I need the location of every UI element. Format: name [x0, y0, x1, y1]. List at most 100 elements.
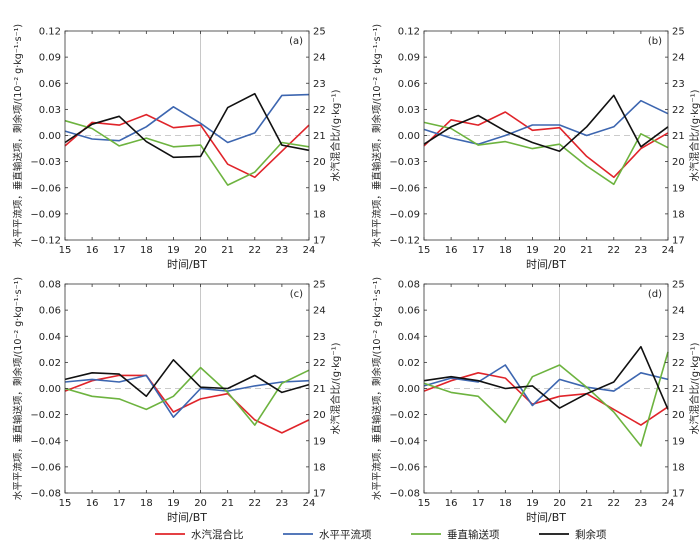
x-tick-label: 16: [445, 245, 458, 256]
x-tick-label: 22: [248, 498, 261, 509]
y-right-tick-label: 20: [672, 410, 685, 421]
series-line-horizontal: [423, 364, 669, 407]
y-left-tick-label: 0.08: [398, 280, 420, 291]
y-left-tick-label: 0.00: [39, 131, 61, 142]
y-right-tick-label: 25: [672, 27, 685, 38]
y-right-tick-label: 20: [672, 157, 685, 168]
legend-label-mixing: 水汽混合比: [191, 528, 244, 541]
y-right-axis-label: 水汽混合比/(g·kg⁻¹): [329, 89, 342, 181]
x-tick-label: 18: [499, 498, 512, 509]
x-tick-label: 17: [472, 245, 485, 256]
chart-panel-2: 15 16 17 18 19 20 21 22 23 24 时间/BT 0.12 0.09 0.06 0.0…: [371, 24, 700, 271]
y-left-tick-label: −0.02: [30, 410, 61, 421]
legend: 水汽混合比 水平平流项 垂直输送项 剩余项: [155, 528, 607, 541]
series-line-residual: [423, 345, 669, 410]
y-left-tick-label: 0.06: [398, 79, 420, 90]
y-right-tick-label: 19: [313, 183, 326, 194]
panel-label: (a): [289, 36, 303, 47]
x-axis-label: 时间/BT: [526, 258, 566, 271]
y-left-axis-label: 水平平流项，垂直输送项，剩余项/(10⁻² g·kg⁻¹·s⁻¹): [12, 24, 24, 247]
series-line-horizontal: [423, 99, 669, 145]
x-axis-label: 时间/BT: [526, 511, 566, 524]
x-tick-label: 20: [553, 498, 566, 509]
x-tick-label: 24: [662, 245, 675, 256]
y-right-tick-label: 19: [672, 436, 685, 447]
y-right-tick-label: 22: [313, 358, 326, 369]
chart-panel-4: 15 16 17 18 19 20 21 22 23 24 时间/BT 0.08 0.06 0.04 0.0…: [371, 277, 700, 524]
series-line-residual: [64, 358, 310, 398]
x-tick-label: 23: [276, 245, 289, 256]
x-tick-label: 24: [662, 498, 675, 509]
series-line-vertical: [423, 121, 669, 186]
x-tick-label: 20: [194, 245, 207, 256]
y-left-tick-label: −0.03: [30, 157, 61, 168]
x-tick-label: 21: [580, 498, 593, 509]
y-right-tick-label: 17: [313, 489, 326, 500]
x-tick-label: 21: [221, 245, 234, 256]
panel-label: (c): [290, 289, 303, 300]
y-left-axis-label: 水平平流项，垂直输送项，剩余项/(10⁻² g·kg⁻¹·s⁻¹): [12, 277, 24, 500]
series-line-horizontal: [64, 93, 310, 144]
series-line-vertical: [64, 119, 310, 186]
x-tick-label: 15: [418, 245, 431, 256]
y-right-tick-label: 20: [313, 157, 326, 168]
panel-label: (d): [648, 289, 662, 300]
x-tick-label: 22: [607, 498, 620, 509]
y-left-tick-label: 0.08: [39, 280, 61, 291]
y-left-tick-label: −0.08: [30, 489, 61, 500]
legend-label-residual: 剩余项: [575, 528, 607, 541]
panel-label: (b): [648, 36, 662, 47]
y-left-tick-label: 0.04: [398, 332, 420, 343]
y-right-tick-label: 23: [672, 79, 685, 90]
y-left-tick-label: −0.06: [389, 462, 420, 473]
y-left-tick-label: −0.09: [389, 209, 420, 220]
y-left-axis-label: 水平平流项，垂直输送项，剩余项/(10⁻² g·kg⁻¹·s⁻¹): [371, 24, 383, 247]
y-left-tick-label: 0.00: [398, 131, 420, 142]
y-left-tick-label: −0.08: [389, 489, 420, 500]
y-right-tick-label: 25: [313, 280, 326, 291]
y-right-tick-label: 22: [672, 358, 685, 369]
y-left-tick-label: 0.00: [398, 384, 420, 395]
y-left-axis-label: 水平平流项，垂直输送项，剩余项/(10⁻² g·kg⁻¹·s⁻¹): [371, 277, 383, 500]
y-right-tick-label: 25: [672, 280, 685, 291]
y-right-tick-label: 18: [313, 462, 326, 473]
x-tick-label: 16: [86, 498, 99, 509]
y-left-tick-label: 0.09: [398, 53, 420, 64]
y-right-axis-label: 水汽混合比/(g·kg⁻¹): [329, 342, 342, 434]
y-left-tick-label: 0.00: [39, 384, 61, 395]
x-tick-label: 18: [140, 245, 153, 256]
y-right-tick-label: 24: [672, 306, 685, 317]
y-left-tick-label: 0.12: [39, 27, 61, 38]
series-line-residual: [64, 92, 310, 159]
x-tick-label: 17: [113, 498, 126, 509]
y-left-tick-label: −0.03: [389, 157, 420, 168]
chart-panel-1: 15 16 17 18 19 20 21 22 23 24 时间/BT 0.12 0.09 0.06 0.0…: [12, 24, 342, 271]
y-right-tick-label: 21: [672, 384, 685, 395]
y-left-tick-label: −0.06: [389, 183, 420, 194]
y-right-tick-label: 23: [672, 332, 685, 343]
y-left-tick-label: −0.02: [389, 410, 420, 421]
y-left-tick-label: −0.04: [30, 436, 61, 447]
y-left-tick-label: −0.04: [389, 436, 420, 447]
x-tick-label: 19: [167, 245, 180, 256]
y-right-axis-label: 水汽混合比/(g·kg⁻¹): [688, 342, 700, 434]
x-tick-label: 19: [526, 245, 539, 256]
x-tick-label: 19: [167, 498, 180, 509]
x-axis-label: 时间/BT: [167, 511, 207, 524]
y-left-tick-label: −0.06: [30, 183, 61, 194]
x-tick-label: 18: [140, 498, 153, 509]
x-tick-label: 17: [113, 245, 126, 256]
series-line-mixing: [423, 371, 669, 426]
y-right-tick-label: 17: [313, 236, 326, 247]
y-left-tick-label: 0.02: [398, 358, 420, 369]
x-tick-label: 20: [553, 245, 566, 256]
series-line-mixing: [423, 111, 669, 179]
y-left-tick-label: 0.12: [398, 27, 420, 38]
y-left-tick-label: −0.06: [30, 462, 61, 473]
y-left-tick-label: 0.06: [39, 306, 61, 317]
y-left-tick-label: 0.03: [39, 105, 61, 116]
y-right-tick-label: 24: [313, 306, 326, 317]
y-right-tick-label: 17: [672, 236, 685, 247]
y-right-tick-label: 17: [672, 489, 685, 500]
